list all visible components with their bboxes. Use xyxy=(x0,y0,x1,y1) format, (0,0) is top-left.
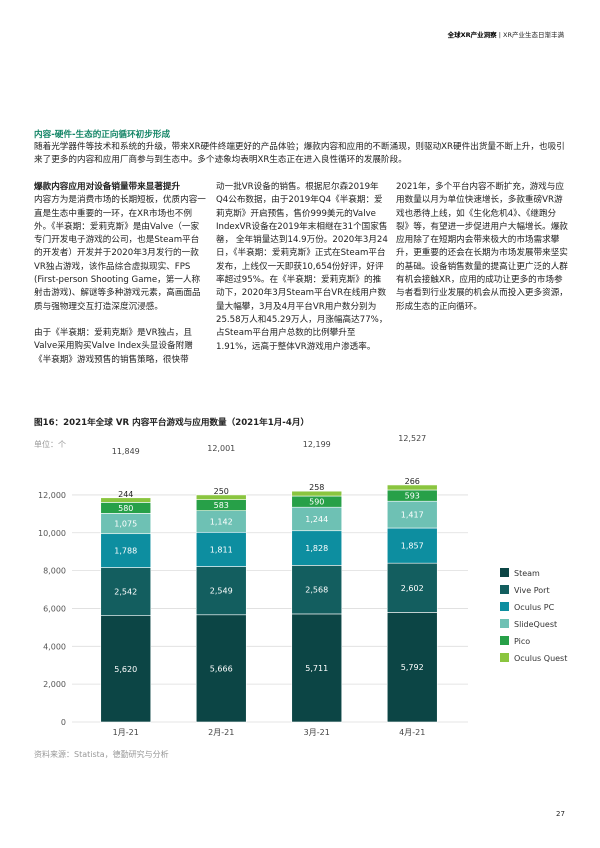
legend-swatch xyxy=(500,602,509,611)
legend-label: Vive Port xyxy=(514,586,550,595)
chart-unit: 单位：个 xyxy=(34,439,66,449)
bar-segment xyxy=(386,484,438,491)
bar-segment xyxy=(386,527,438,564)
y-tick-label: 8,000 xyxy=(43,567,66,576)
x-tick-label: 4月-21 xyxy=(399,728,425,737)
bar-segment xyxy=(291,490,343,497)
y-tick-label: 0 xyxy=(61,718,66,727)
data-label: 1,788 xyxy=(114,547,137,556)
paragraph: 内容方为是消费市场的长期短板，优质内容一直是生态中重要的一环，在XR市场也不例外… xyxy=(34,195,206,312)
data-label: 1,828 xyxy=(305,544,328,553)
column: 2021年，多个平台内容不断扩充，游戏与应用数量以月为单位快速增长，多款重磅VR… xyxy=(396,181,568,327)
x-tick-label: 2月-21 xyxy=(208,728,234,737)
section-heading: 内容-硬件-生态的正向循环初步形成 xyxy=(34,130,171,140)
header: 全球XR产业洞察 | XR产业生态日渐丰满 xyxy=(448,29,564,39)
data-label: 583 xyxy=(214,501,229,510)
data-label: 2,602 xyxy=(401,584,424,593)
total-label: 11,849 xyxy=(112,447,140,456)
header-subtitle: | XR产业生态日渐丰满 xyxy=(498,31,564,39)
data-label: 5,711 xyxy=(305,664,328,673)
data-label: 1,075 xyxy=(114,520,137,529)
data-label: 580 xyxy=(118,504,133,513)
y-tick-label: 6,000 xyxy=(43,604,66,613)
data-label: 1,417 xyxy=(401,511,424,520)
total-label: 12,199 xyxy=(303,440,331,449)
data-label: 2,542 xyxy=(114,588,137,597)
bar-segment xyxy=(291,565,343,615)
column: 爆款内容应用对设备销量带来显著提升 内容方为是消费市场的长期短板，优质内容一直是… xyxy=(34,181,206,380)
data-label: 590 xyxy=(309,498,324,507)
total-label: 12,527 xyxy=(398,434,426,443)
chart-source: 资料来源：Statista，德勤研究与分析 xyxy=(34,749,169,759)
bar-segment xyxy=(100,497,152,503)
x-tick-label: 3月-21 xyxy=(304,728,330,737)
legend-swatch xyxy=(500,568,509,577)
y-tick-label: 4,000 xyxy=(43,642,66,651)
bar-segment xyxy=(386,500,438,529)
bar-segment xyxy=(195,614,247,723)
legend-label: Oculus Quest xyxy=(514,654,567,663)
bar-segment xyxy=(100,615,152,723)
bar-segment xyxy=(291,613,343,723)
bar-segment xyxy=(100,533,152,568)
bar-segment xyxy=(195,494,247,500)
data-label: 5,666 xyxy=(210,664,233,673)
data-label: 1,244 xyxy=(305,515,328,524)
data-label: 5,792 xyxy=(401,663,424,672)
legend-swatch xyxy=(500,653,509,662)
bar-segment xyxy=(386,612,438,723)
paragraph: 由于《半衰期：爱莉克斯》是VR独占，且Valve采用购买Valve Index头… xyxy=(34,327,193,365)
data-label: 2,549 xyxy=(210,587,233,596)
data-label: 250 xyxy=(214,487,229,496)
y-tick-label: 10,000 xyxy=(38,529,66,538)
page-number: 27 xyxy=(556,810,565,818)
y-tick-label: 2,000 xyxy=(43,680,66,689)
legend-label: Steam xyxy=(514,569,540,578)
header-title: 全球XR产业洞察 xyxy=(447,31,497,39)
x-tick-label: 1月-21 xyxy=(113,728,139,737)
data-label: 5,620 xyxy=(114,665,137,674)
data-label: 266 xyxy=(405,477,420,486)
chart: 图16：2021年全球 VR 内容平台游戏与应用数量（2021年1月-4月） 单… xyxy=(34,416,567,759)
paragraph: 2021年，多个平台内容不断扩充，游戏与应用数量以月为单位快速增长，多款重磅VR… xyxy=(396,182,568,312)
data-label: 244 xyxy=(118,490,133,499)
bar-segment xyxy=(100,567,152,616)
section-paragraph: 随着光学器件等技术和系统的升级，带来XR硬件终端更好的产品体验；爆款内容和应用的… xyxy=(34,142,565,166)
legend-label: SlideQuest xyxy=(514,620,557,629)
column: 动一批VR设备的销售。根据尼尔森2019年Q4公布数据，由于2019年Q4《半衰… xyxy=(216,181,388,367)
data-label: 593 xyxy=(405,492,420,501)
data-label: 1,811 xyxy=(210,545,233,554)
total-label: 12,001 xyxy=(207,444,235,453)
data-label: 1,857 xyxy=(401,542,424,551)
legend-label: Oculus PC xyxy=(514,603,555,612)
y-tick-label: 12,000 xyxy=(38,491,66,500)
column-heading: 爆款内容应用对设备销量带来显著提升 xyxy=(34,182,181,192)
data-label: 2,568 xyxy=(305,586,328,595)
legend-swatch xyxy=(500,636,509,645)
data-label: 258 xyxy=(309,483,324,492)
paragraph: 动一批VR设备的销售。根据尼尔森2019年Q4公布数据，由于2019年Q4《半衰… xyxy=(216,182,388,352)
legend-label: Pico xyxy=(514,637,530,646)
legend-swatch xyxy=(500,585,509,594)
bar-segment xyxy=(195,566,247,616)
bar-segment xyxy=(386,562,438,613)
data-label: 1,142 xyxy=(210,517,233,526)
legend-swatch xyxy=(500,619,509,628)
chart-title: 图16：2021年全球 VR 内容平台游戏与应用数量（2021年1月-4月） xyxy=(34,416,309,428)
bar-segment xyxy=(291,530,343,566)
